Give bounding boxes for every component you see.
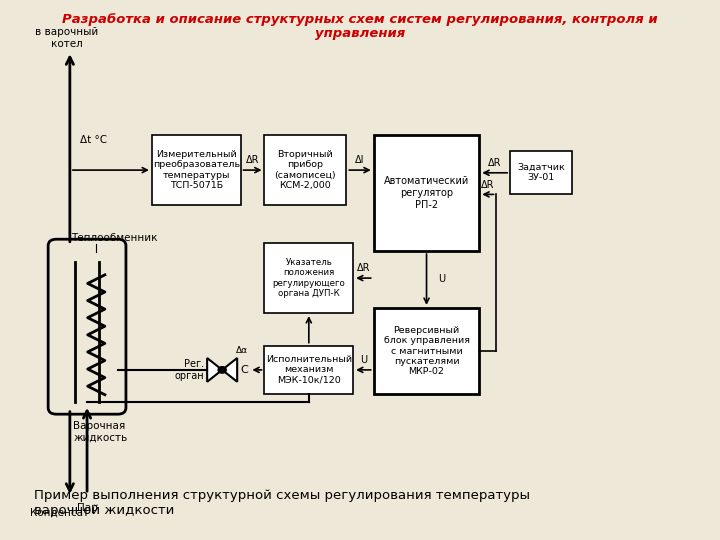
Text: Δt °С: Δt °С xyxy=(80,136,107,145)
Text: управления: управления xyxy=(315,27,405,40)
Text: Пар: Пар xyxy=(76,503,97,514)
Polygon shape xyxy=(222,358,237,382)
Text: Задатчик
ЗУ-01: Задатчик ЗУ-01 xyxy=(517,163,564,183)
FancyBboxPatch shape xyxy=(264,243,354,313)
Text: ΔI: ΔI xyxy=(355,156,365,165)
FancyBboxPatch shape xyxy=(152,135,240,205)
Text: Пример выполнения структурной схемы регулирования температуры
варочной жидкости: Пример выполнения структурной схемы регу… xyxy=(34,489,530,517)
Text: Автоматический
регулятор
РП-2: Автоматический регулятор РП-2 xyxy=(384,177,469,210)
FancyBboxPatch shape xyxy=(264,135,346,205)
FancyBboxPatch shape xyxy=(374,135,480,251)
Text: в варочный
котел: в варочный котел xyxy=(35,27,98,49)
Text: Конденсат: Конденсат xyxy=(30,508,89,518)
Text: Рег.
орган: Рег. орган xyxy=(174,359,204,381)
Text: ΔR: ΔR xyxy=(246,156,259,165)
Polygon shape xyxy=(207,358,222,382)
Text: Разработка и описание структурных схем систем регулирования, контроля и: Разработка и описание структурных схем с… xyxy=(62,14,658,26)
Text: U: U xyxy=(360,355,367,365)
FancyBboxPatch shape xyxy=(510,151,572,194)
Text: Теплообменник: Теплообменник xyxy=(71,233,158,243)
Text: Исполнительный
механизм
МЭК-10к/120: Исполнительный механизм МЭК-10к/120 xyxy=(266,355,352,385)
FancyBboxPatch shape xyxy=(48,239,126,414)
Text: Δα: Δα xyxy=(236,346,248,355)
Text: Реверсивный
блок управления
с магнитными
пускателями
МКР-02: Реверсивный блок управления с магнитными… xyxy=(384,326,469,376)
Circle shape xyxy=(218,367,226,373)
Text: Измерительный
преобразователь
температуры
ТСП-5071Б: Измерительный преобразователь температур… xyxy=(153,150,240,190)
Text: Вторичный
прибор
(самописец)
КСМ-2,000: Вторичный прибор (самописец) КСМ-2,000 xyxy=(274,150,336,190)
Text: ΔR: ΔR xyxy=(481,180,495,190)
FancyBboxPatch shape xyxy=(374,308,480,394)
FancyBboxPatch shape xyxy=(264,346,354,394)
Text: Варочная
жидкость: Варочная жидкость xyxy=(73,421,127,443)
Text: U: U xyxy=(438,274,445,285)
Text: Указатель
положения
регулирующего
органа ДУП-К: Указатель положения регулирующего органа… xyxy=(272,258,345,298)
Text: ΔR: ΔR xyxy=(488,158,502,168)
Text: C: C xyxy=(240,365,248,375)
Text: ΔR: ΔR xyxy=(356,264,370,273)
